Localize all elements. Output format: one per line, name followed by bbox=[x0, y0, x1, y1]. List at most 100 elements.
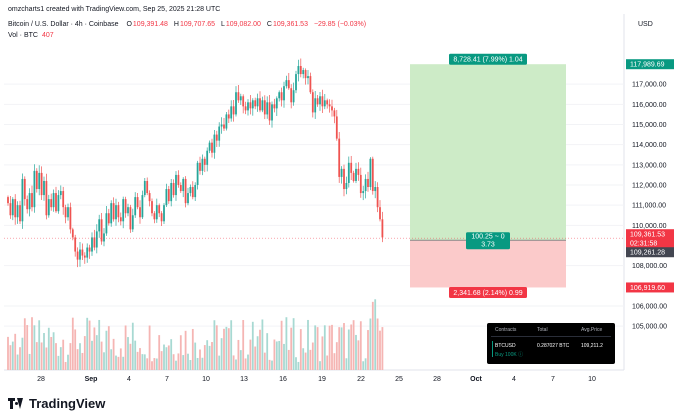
volume-bar bbox=[143, 354, 146, 370]
time-tick-label: 28 bbox=[37, 376, 45, 383]
volume-bar bbox=[76, 349, 79, 370]
candle-body bbox=[256, 98, 259, 107]
currency-label: USD bbox=[638, 21, 653, 28]
volume-bars bbox=[7, 299, 384, 370]
candle-body bbox=[76, 251, 79, 260]
candle-body bbox=[127, 207, 129, 214]
time-tick-label: 10 bbox=[588, 376, 596, 383]
volume-bar bbox=[103, 352, 105, 370]
volume-bar bbox=[71, 317, 74, 370]
candle-body bbox=[362, 191, 365, 194]
panel-order-type: Buy 100K ⓘ bbox=[495, 352, 524, 358]
time-tick-label: Sep bbox=[85, 376, 98, 383]
candlesticks bbox=[7, 58, 384, 268]
candle-body bbox=[352, 172, 355, 181]
volume-bar bbox=[316, 327, 319, 370]
target-price-badge-bg bbox=[626, 59, 674, 70]
volume-bar bbox=[201, 357, 204, 370]
volume-bar bbox=[28, 353, 31, 370]
candle-body bbox=[43, 180, 45, 196]
volume-bar bbox=[295, 357, 297, 370]
price-tick-label: 112,000.00 bbox=[632, 183, 667, 190]
volume-bar bbox=[278, 340, 281, 370]
price-tick-label: 110,000.00 bbox=[632, 223, 667, 230]
volume-bar bbox=[259, 329, 261, 370]
candle-body bbox=[167, 189, 170, 202]
volume-bar bbox=[292, 318, 295, 370]
candle-body bbox=[59, 191, 62, 196]
candle-body bbox=[23, 178, 26, 200]
volume-legend[interactable]: Vol · BTC 407 bbox=[8, 32, 54, 39]
loss-label: 2,341.68 (2.14%) 0.99 bbox=[449, 286, 527, 298]
candle-body bbox=[278, 92, 281, 99]
entry-price-badge-bg bbox=[626, 247, 674, 258]
candle-body bbox=[129, 207, 132, 230]
candle-body bbox=[191, 187, 194, 198]
symbol-label[interactable]: Bitcoin / U.S. Dollar · 4h · Coinbase bbox=[8, 21, 119, 28]
candle-body bbox=[189, 187, 192, 194]
volume-bar bbox=[199, 349, 201, 370]
candle-body bbox=[196, 162, 199, 185]
candle-body bbox=[9, 203, 12, 216]
volume-bar bbox=[107, 326, 110, 370]
volume-bar bbox=[362, 361, 365, 370]
volume-bar bbox=[141, 354, 144, 370]
candle-body bbox=[302, 70, 305, 75]
candle-body bbox=[275, 98, 278, 109]
time-tick-label: Oct bbox=[470, 376, 482, 383]
ohlc-legend[interactable]: Bitcoin / U.S. Dollar · 4h · Coinbase O1… bbox=[8, 21, 370, 28]
candle-body bbox=[38, 172, 41, 190]
candle-body bbox=[273, 104, 276, 109]
loss-label-bg bbox=[449, 286, 527, 298]
volume-bar bbox=[273, 339, 276, 370]
volume-bar bbox=[223, 328, 225, 370]
volume-bar bbox=[67, 354, 69, 370]
candle-body bbox=[93, 237, 96, 248]
panel-header-total: Total bbox=[537, 327, 548, 333]
candle-body bbox=[7, 197, 9, 204]
candle-body bbox=[299, 66, 302, 75]
candle-body bbox=[319, 96, 321, 105]
volume-bar bbox=[307, 319, 309, 370]
candle-body bbox=[19, 205, 21, 222]
volume-bar bbox=[247, 354, 249, 370]
volume-bar bbox=[23, 318, 26, 370]
candle-body bbox=[235, 92, 237, 115]
volume-bar bbox=[187, 353, 189, 370]
candle-body bbox=[95, 231, 98, 248]
volume-bar bbox=[139, 348, 141, 370]
candle-body bbox=[100, 219, 103, 242]
candle-body bbox=[379, 207, 381, 220]
tradingview-branding[interactable]: TradingView bbox=[8, 396, 105, 411]
candle-body bbox=[163, 205, 165, 222]
panel-divider bbox=[491, 336, 611, 337]
volume-bar bbox=[359, 321, 362, 370]
candle-body bbox=[88, 247, 91, 252]
candle-body bbox=[45, 180, 48, 216]
candle-body bbox=[11, 199, 14, 216]
candle-body bbox=[249, 102, 252, 109]
price-tick-label: 116,000.00 bbox=[632, 102, 667, 109]
candle-body bbox=[55, 193, 57, 212]
volume-bar bbox=[35, 342, 38, 370]
time-tick-label: 28 bbox=[433, 376, 441, 383]
volume-bar bbox=[256, 336, 259, 370]
candle-body bbox=[376, 187, 379, 208]
candle-body bbox=[203, 158, 206, 165]
candle-body bbox=[297, 66, 300, 75]
volume-bar bbox=[271, 360, 273, 370]
candle-body bbox=[201, 158, 204, 171]
time-tick-label: 16 bbox=[279, 376, 287, 383]
candle-body bbox=[175, 174, 177, 196]
candle-body bbox=[112, 203, 115, 220]
candle-body bbox=[290, 88, 293, 103]
volume-bar bbox=[14, 333, 17, 370]
volume-bar bbox=[345, 358, 348, 370]
volume-bar bbox=[136, 351, 139, 370]
volume-bar bbox=[220, 338, 223, 370]
candle-body bbox=[321, 96, 324, 107]
candle-body bbox=[271, 104, 273, 121]
volume-bar bbox=[9, 345, 12, 370]
candle-body bbox=[194, 185, 197, 198]
